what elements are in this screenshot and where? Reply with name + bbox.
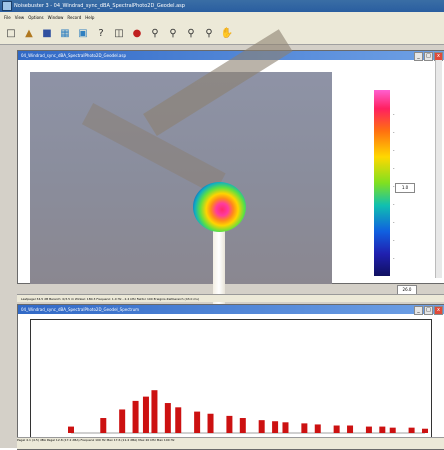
spectrum-bar bbox=[100, 418, 107, 433]
spectrum-bar bbox=[301, 423, 308, 433]
menu-help[interactable]: Help bbox=[85, 14, 95, 20]
new-icon[interactable]: □ bbox=[6, 27, 16, 39]
spectrum-bar bbox=[282, 422, 289, 433]
image-status-text: Lastpegel 34.5 dB Bereich: 0/3.5 m Winke… bbox=[21, 296, 199, 301]
spectrum-status-bar: Pegel 4.1 (4.5) dBA Pegel 12.8 (17.2 dBA… bbox=[17, 437, 444, 449]
image-window-titlebar: 04_Windrad_sync_dBA_SpectralPhoto2D_Geod… bbox=[18, 51, 444, 61]
menu-bar: File View Options Window Record Help bbox=[0, 12, 444, 22]
spectrum-bar bbox=[389, 427, 396, 433]
spectrum-window-titlebar: 04_Windrad_sync_dBA_SpectralPhoto2D_Geod… bbox=[18, 305, 444, 315]
image-status-bar: Lastpegel 34.5 dB Bereich: 0/3.5 m Winke… bbox=[17, 294, 444, 302]
scale-max-field[interactable]: 1.0 bbox=[395, 183, 415, 193]
spectrum-window-title: 04_Windrad_sync_dBA_SpectralPhoto2D_Geod… bbox=[21, 307, 140, 312]
spectrum-bar bbox=[258, 420, 265, 433]
color-scale-ticks: - - - - - - - - - bbox=[374, 90, 419, 280]
spectrum-bar bbox=[422, 428, 428, 433]
spectrum-bar bbox=[207, 413, 214, 433]
vertical-scrollbar[interactable] bbox=[435, 60, 442, 278]
spectrum-status-text: Pegel 4.1 (4.5) dBA Pegel 12.8 (17.2 dBA… bbox=[17, 438, 175, 442]
maximize-button[interactable]: □ bbox=[424, 306, 433, 315]
zoom-out-icon[interactable]: ⚲ bbox=[151, 27, 159, 39]
spectrum-bar bbox=[68, 426, 74, 433]
spectrum-bar bbox=[119, 409, 126, 433]
scale-tick: - bbox=[393, 112, 395, 117]
title-bar: Noisebuster 3 - 04_Windrad_sync_dBA_Spec… bbox=[0, 0, 444, 12]
spectrum-chart bbox=[68, 390, 428, 434]
camera-icon[interactable]: ▣ bbox=[78, 27, 88, 39]
scale-tick: - bbox=[393, 238, 395, 243]
scale-tick: - bbox=[393, 166, 395, 171]
scale-tick: - bbox=[393, 130, 395, 135]
pan-icon[interactable]: ✋ bbox=[220, 27, 234, 39]
spectrum-bar bbox=[333, 425, 340, 433]
spectrum-bar bbox=[142, 396, 149, 433]
menu-options[interactable]: Options bbox=[28, 14, 44, 20]
scale-tick: - bbox=[393, 202, 395, 207]
close-button[interactable]: x bbox=[434, 306, 443, 315]
help-icon[interactable]: ? bbox=[98, 27, 104, 39]
spectrum-bar bbox=[239, 418, 246, 433]
menu-view[interactable]: View bbox=[14, 14, 25, 20]
maximize-button[interactable]: □ bbox=[424, 52, 433, 61]
toolbar: □ ▲ ■ ▦ ▣ ? ◫ ● ⚲ ⚲ ⚲ ⚲ ✋ bbox=[0, 22, 444, 45]
spectrum-bar bbox=[408, 427, 415, 433]
window-title: Noisebuster 3 - 04_Windrad_sync_dBA_Spec… bbox=[14, 3, 185, 9]
menu-window[interactable]: Window bbox=[47, 14, 64, 20]
scale-tick: - bbox=[393, 148, 395, 153]
scale-tick: - bbox=[393, 184, 395, 189]
spectrum-bar bbox=[175, 407, 182, 433]
scale-tick: - bbox=[393, 256, 395, 261]
spectrum-bar bbox=[226, 415, 233, 433]
acoustic-photo[interactable] bbox=[30, 29, 332, 356]
menu-file[interactable]: File bbox=[4, 14, 11, 20]
spectrum-bar bbox=[379, 426, 386, 433]
minimize-button[interactable]: _ bbox=[414, 52, 423, 61]
spectrum-bar bbox=[151, 390, 158, 433]
app-icon bbox=[2, 1, 12, 11]
spectrum-bar bbox=[132, 400, 139, 433]
menu-record[interactable]: Record bbox=[67, 14, 82, 20]
grid-icon[interactable]: ◫ bbox=[114, 27, 124, 39]
spectrum-bar bbox=[347, 425, 354, 433]
zoom-reset-icon[interactable]: ⚲ bbox=[205, 27, 213, 39]
turbine-blade bbox=[143, 29, 293, 137]
sound-hotspot bbox=[193, 182, 246, 232]
spectrum-bar bbox=[164, 403, 171, 433]
spectrum-bar bbox=[272, 421, 279, 433]
spectrum-window: 04_Windrad_sync_dBA_SpectralPhoto2D_Geod… bbox=[17, 304, 444, 450]
open-icon[interactable]: ▲ bbox=[25, 27, 33, 39]
spectrum-bar bbox=[365, 426, 372, 433]
image-icon[interactable]: ▦ bbox=[60, 27, 70, 39]
location-icon[interactable]: ● bbox=[132, 27, 142, 39]
color-scale-bar bbox=[374, 90, 390, 276]
zoom-in-icon[interactable]: ⚲ bbox=[169, 27, 177, 39]
scale-tick: - bbox=[393, 220, 395, 225]
spectrum-bar bbox=[314, 424, 321, 433]
minimize-button[interactable]: _ bbox=[414, 306, 423, 315]
image-window-title: 04_Windrad_sync_dBA_SpectralPhoto2D_Geod… bbox=[21, 53, 126, 58]
save-icon[interactable]: ■ bbox=[42, 27, 52, 39]
spectrum-bar bbox=[194, 411, 201, 433]
window-controls: _ □ x bbox=[414, 306, 443, 315]
spectrum-plot[interactable] bbox=[30, 319, 432, 438]
zoom-icon[interactable]: ⚲ bbox=[187, 27, 195, 39]
